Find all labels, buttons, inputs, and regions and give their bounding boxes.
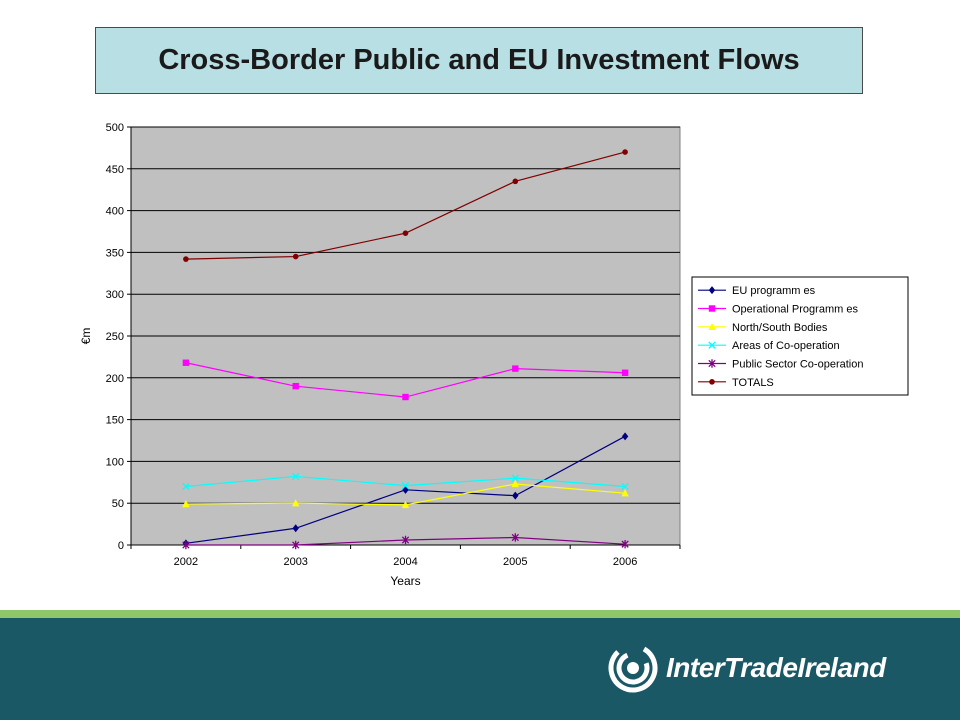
x-tick-label: 2005 [503,556,527,568]
x-axis-label: Years [390,574,420,588]
series-3-point [511,474,519,482]
y-tick-label: 300 [106,289,124,301]
series-0-point [292,524,299,533]
series-4-point [621,539,629,549]
swirl-icon [608,643,658,693]
x-tick-label: 2003 [283,556,307,568]
legend-marker [708,322,716,331]
legend-box [691,276,909,396]
series-2-point [292,499,300,507]
y-tick-label: 0 [118,540,124,552]
slide-title: Cross-Border Public and EU Investment Fl… [158,44,800,76]
series-1-point [402,393,409,401]
y-tick-label: 250 [106,331,124,343]
y-axis-label: €m [79,328,93,345]
x-tick-label: 2004 [393,556,417,568]
series-0-point [621,432,629,441]
y-tick-label: 150 [106,415,124,427]
series-3-point [401,481,410,490]
series-4-point [511,533,519,542]
y-tick-label: 400 [106,206,124,218]
series-4-point [292,540,300,550]
series-0-point [512,491,519,500]
series-4-point [182,540,190,550]
legend-marker [708,359,716,368]
legend-marker [708,341,716,349]
y-tick-label: 500 [106,122,124,134]
legend-marker [708,305,716,312]
footer-stripe [0,610,960,618]
legend-label: EU programm es [732,285,816,297]
series-1-point [621,369,629,376]
legend-marker [708,286,716,295]
legend-label: Areas of Co-operation [732,340,840,352]
series-5-point [402,230,409,236]
y-tick-label: 350 [106,247,124,259]
series-3-point [621,482,629,491]
series-4-point [401,535,410,545]
series-2-point [511,479,519,488]
series-5-point [292,253,299,260]
x-tick-label: 2002 [174,556,198,568]
series-5-point [512,178,519,185]
y-tick-label: 450 [106,164,124,176]
line-chart: 0 50 100 150 200 250 300 350 400 450 500 2002 2003 20… [79,122,909,588]
y-tick-label: 50 [112,498,124,510]
legend-label: Public Sector Co-operation [732,359,863,371]
y-tick-label: 200 [106,373,124,385]
legend-label: North/South Bodies [732,322,828,334]
series-2-point [182,500,190,508]
series-3-point [182,482,190,491]
y-tick-label: 100 [106,456,124,468]
legend-label: TOTALS [732,377,774,389]
series-5-point [183,256,189,262]
series-1-point [512,365,519,372]
logo-text: InterTradeIreland [666,652,886,683]
series-1-point [182,359,190,366]
slide-title-box: Cross-Border Public and EU Investment Fl… [95,27,863,94]
series-5-point [622,149,628,155]
series-3-point [292,472,300,481]
legend-label: Operational Programm es [732,304,858,316]
brand-logo: InterTradeIreland [608,640,886,696]
x-tick-label: 2006 [613,556,637,568]
footer-band [0,610,960,720]
series-1-point [292,382,299,390]
series-2-point [401,500,410,509]
series-2-point [621,489,629,497]
legend-marker [709,379,715,385]
